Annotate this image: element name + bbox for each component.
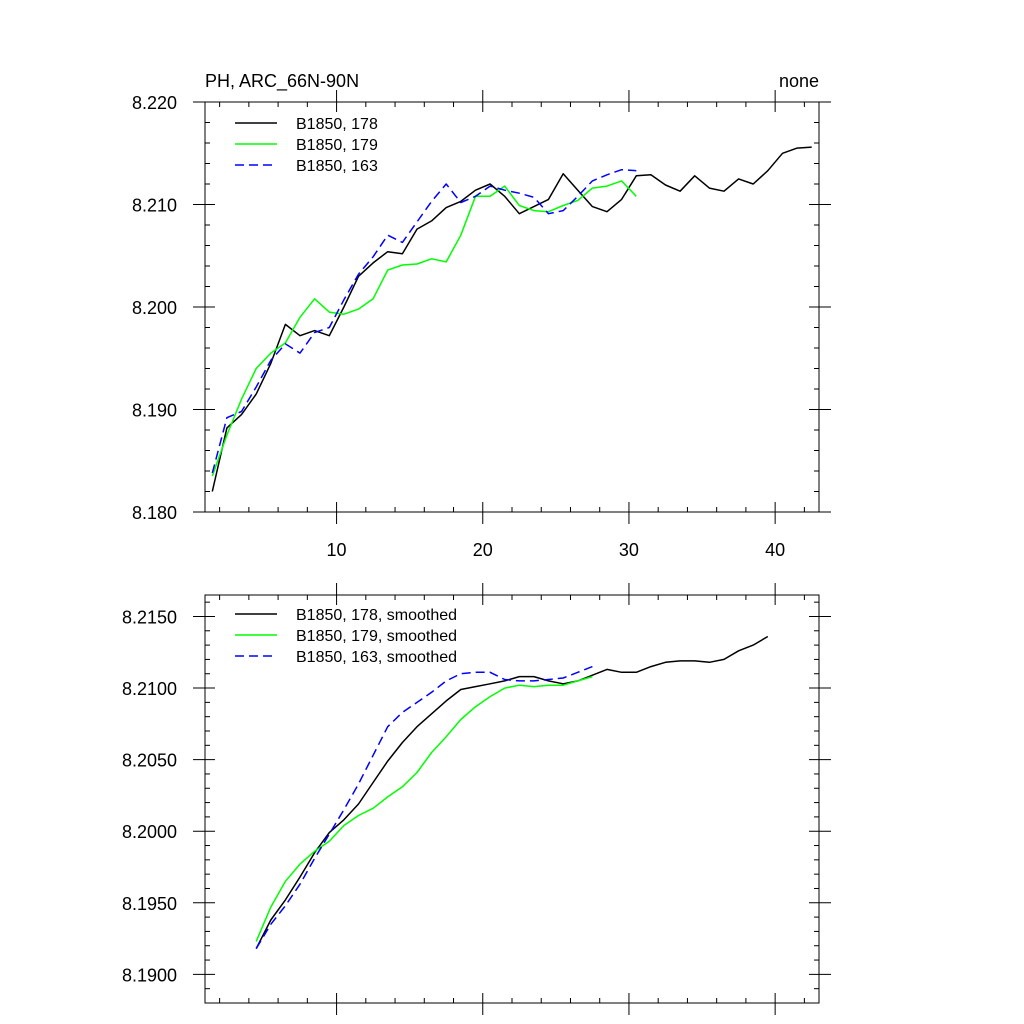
top-x-tick-label: 10 bbox=[327, 540, 347, 560]
bottom-series-line-2 bbox=[255, 665, 593, 949]
top-x-tick-label: 20 bbox=[473, 540, 493, 560]
top-series-line-1 bbox=[211, 180, 637, 477]
top-y-tick-label: 8.210 bbox=[132, 196, 177, 216]
top-panel-title-left: PH, ARC_66N-90N bbox=[205, 71, 359, 92]
top-y-tick-label: 8.200 bbox=[132, 298, 177, 318]
top-y-tick-label: 8.180 bbox=[132, 503, 177, 523]
top-y-tick-label: 8.190 bbox=[132, 401, 177, 421]
top-x-tick-label: 30 bbox=[619, 540, 639, 560]
top-x-tick-label: 40 bbox=[765, 540, 785, 560]
bottom-legend-label-2: B1850, 163, smoothed bbox=[296, 649, 457, 666]
top-legend-label-0: B1850, 178 bbox=[296, 116, 378, 133]
bottom-y-tick-label: 8.1900 bbox=[122, 965, 177, 985]
top-panel-title-right: none bbox=[779, 71, 819, 91]
top-legend-label-1: B1850, 179 bbox=[296, 137, 378, 154]
bottom-series-line-1 bbox=[255, 675, 593, 942]
bottom-y-tick-label: 8.1950 bbox=[122, 894, 177, 914]
bottom-series-line-0 bbox=[255, 635, 769, 949]
bottom-legend-label-0: B1850, 178, smoothed bbox=[296, 607, 457, 624]
top-series-line-0 bbox=[211, 146, 812, 492]
bottom-y-tick-label: 8.2000 bbox=[122, 822, 177, 842]
top-legend-label-2: B1850, 163 bbox=[296, 158, 378, 175]
bottom-y-tick-label: 8.2100 bbox=[122, 679, 177, 699]
bottom-panel: 8.1900 8.1950 8.2000 8.2050 8.2100 8.2150 B185… bbox=[122, 583, 831, 1015]
top-series-line-2 bbox=[211, 168, 637, 474]
bottom-y-tick-label: 8.2150 bbox=[122, 607, 177, 627]
top-panel: PH, ARC_66N-90N none 10 20 30 40 8.180 8.190 8… bbox=[132, 71, 831, 560]
bottom-legend-label-1: B1850, 179, smoothed bbox=[296, 628, 457, 645]
top-y-tick-label: 8.220 bbox=[132, 93, 177, 113]
bottom-y-tick-label: 8.2050 bbox=[122, 751, 177, 771]
